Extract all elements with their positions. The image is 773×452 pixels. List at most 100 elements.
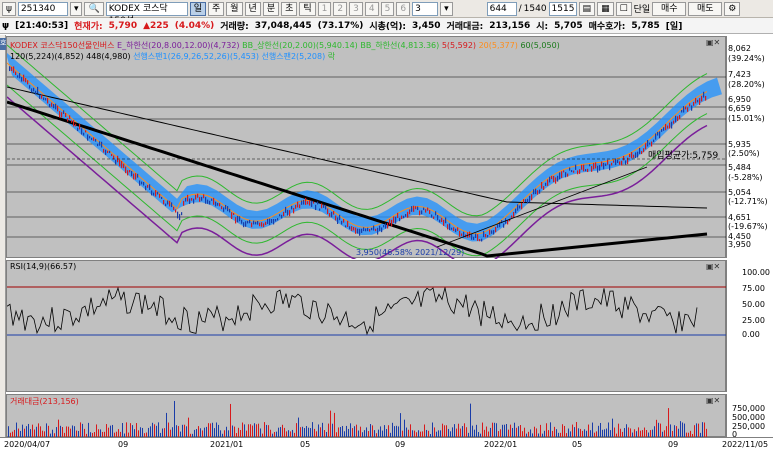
candle	[345, 225, 347, 228]
legend2-item[interactable]: 448(4,980)	[86, 52, 134, 61]
price-scale-label: (28.20%)	[728, 80, 765, 89]
stock-code-input[interactable]: 251340	[17, 1, 68, 16]
num-button-2[interactable]: 2	[333, 1, 348, 16]
num-button-1[interactable]: 1	[317, 1, 332, 16]
rsi-scale[interactable]	[726, 260, 773, 392]
amount-maximize-icon[interactable]: ▣✕	[706, 396, 721, 405]
amount-bar	[494, 422, 495, 438]
rsi-maximize-icon[interactable]: ▣✕	[706, 262, 721, 271]
sell-button[interactable]: 매도	[688, 1, 723, 16]
amount-bar	[244, 424, 245, 438]
candle	[185, 197, 187, 202]
amount-panel[interactable]	[6, 394, 726, 438]
bid-value: 5,785	[631, 20, 660, 31]
amount-bar	[374, 430, 375, 438]
current-price: 5,790	[108, 20, 138, 31]
grid-icon[interactable]: ▦	[597, 1, 614, 16]
tab-second[interactable]: 초	[281, 1, 298, 16]
rsi-panel[interactable]	[6, 260, 727, 392]
candle	[205, 197, 207, 204]
candle	[263, 223, 265, 228]
legend1-item[interactable]: KODEX 코스닥150선물인버스	[10, 41, 118, 50]
candle	[297, 201, 299, 208]
price-scale[interactable]	[726, 36, 773, 258]
amount-bar	[224, 430, 225, 438]
candle	[661, 129, 663, 132]
amount-bar	[560, 432, 561, 438]
legend2-item[interactable]: 선행스팬2(5,208)	[261, 52, 328, 61]
amount-bar	[524, 427, 525, 438]
period-dropdown-icon[interactable]: ▾	[440, 1, 453, 16]
price-panel[interactable]	[6, 36, 727, 269]
pin-icon[interactable]: ψ	[2, 20, 10, 31]
candle	[163, 200, 165, 205]
search-icon[interactable]: 🔍	[84, 1, 104, 16]
amount-bar	[106, 424, 107, 438]
visible-count-input[interactable]: 1515	[548, 1, 577, 16]
price-scale-label: 5,054	[728, 188, 751, 197]
stock-name-field[interactable]: KODEX 코스닥150선	[105, 1, 188, 26]
num-button-4[interactable]: 4	[364, 1, 379, 16]
legend2-item[interactable]: 120(5,224)(4,852)	[10, 52, 87, 61]
candle	[385, 223, 387, 229]
candle	[643, 148, 645, 153]
candle	[515, 208, 517, 214]
candle	[405, 214, 407, 217]
candle	[33, 87, 35, 92]
tab-minute[interactable]: 분	[262, 1, 280, 16]
candle	[73, 120, 75, 127]
legend1-item[interactable]: E_하한선(20,8.00,12.00)(4,732)	[117, 41, 243, 50]
amount-bar	[618, 423, 619, 438]
num-button-5[interactable]: 5	[380, 1, 395, 16]
settings-icon[interactable]: ⚙	[724, 1, 741, 16]
candle	[311, 200, 313, 207]
tab-month[interactable]: 월	[226, 1, 243, 16]
panel-maximize-icon[interactable]: ▣✕	[706, 38, 721, 47]
amount-bar	[382, 430, 383, 438]
legend1-item[interactable]: 60(5,050)	[520, 41, 560, 50]
chart-menu-icon[interactable]: ψ	[2, 1, 16, 16]
candle	[415, 206, 417, 210]
candle	[323, 204, 325, 208]
amount-bar	[174, 400, 175, 438]
candle	[319, 208, 321, 211]
legend2-item[interactable]: 선행스팬1(26,9,26,52,26)(5,453)	[133, 52, 262, 61]
amount-bar	[306, 426, 307, 438]
legend1-item[interactable]: 20(5,377)	[478, 41, 521, 50]
buy-button[interactable]: 매수	[652, 1, 687, 16]
amount-bar	[292, 429, 293, 438]
candle	[683, 106, 685, 113]
amount-bar	[500, 429, 501, 438]
code-dropdown-icon[interactable]: ▾	[69, 1, 83, 16]
period-select[interactable]: 3	[412, 1, 439, 16]
amount-scale[interactable]	[726, 394, 773, 437]
legend1-item[interactable]: 5(5,592)	[441, 41, 479, 50]
single-checkbox[interactable]: ☐	[615, 1, 632, 16]
bollinger-lower-line	[6, 84, 708, 257]
amount-chart	[8, 400, 707, 438]
price-scale-label: 7,423	[728, 70, 751, 79]
legend2-item[interactable]: 락	[327, 52, 336, 61]
amount-bar	[60, 425, 61, 438]
tab-day[interactable]: 일	[189, 1, 206, 16]
amount-bar	[696, 423, 697, 438]
bollinger-upper-line	[6, 44, 708, 217]
amount-bar	[496, 423, 497, 438]
legend1-item[interactable]: BB_하한선(4,813.36)	[360, 41, 442, 50]
tab-tick[interactable]: 틱	[299, 1, 316, 16]
candle	[81, 128, 83, 135]
candle	[259, 222, 261, 227]
count-input[interactable]: 644	[486, 1, 517, 16]
candle	[49, 103, 51, 108]
candle	[285, 206, 287, 213]
zoom-icon[interactable]: ▤	[578, 1, 596, 16]
tab-week[interactable]: 주	[207, 1, 225, 16]
candle	[535, 188, 537, 195]
amount-bar	[330, 410, 331, 438]
num-button-3[interactable]: 3	[349, 1, 363, 16]
num-button-6[interactable]: 6	[396, 1, 411, 16]
candle	[641, 151, 643, 155]
panel-toggle-icon[interactable]: 호	[0, 38, 6, 50]
tab-year[interactable]: 년	[244, 1, 261, 16]
legend1-item[interactable]: BB_상한선(20,2.00)(5,940.14)	[242, 41, 361, 50]
